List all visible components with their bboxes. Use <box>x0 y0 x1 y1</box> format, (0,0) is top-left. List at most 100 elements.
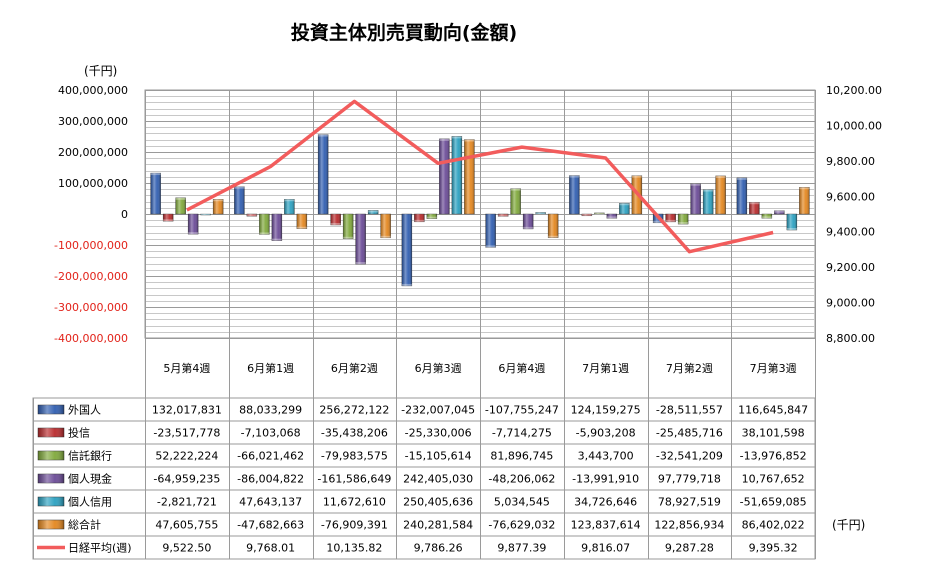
bar-shade <box>606 214 617 219</box>
series-name: 日経平均(週) <box>68 542 132 555</box>
series-name: 投信 <box>68 426 90 440</box>
right-tick-label: 9,200.00 <box>826 261 875 274</box>
bar-cap <box>284 199 295 202</box>
table-cell: -5,903,208 <box>576 427 636 440</box>
bar-shade <box>581 214 592 216</box>
bar-shade <box>569 175 580 214</box>
bar-shade <box>343 214 354 239</box>
bar-cap <box>246 214 257 217</box>
table-cell: -7,103,068 <box>241 427 301 440</box>
table-cell: 124,159,275 <box>571 404 641 417</box>
bar-shade <box>451 136 462 214</box>
table-cell: 123,837,614 <box>571 519 641 532</box>
bar-shade <box>485 214 496 248</box>
bar-cap <box>451 136 462 139</box>
table-cell: 86,402,022 <box>742 519 805 532</box>
table-cell: -64,959,235 <box>153 473 220 486</box>
series-name: 個人信用 <box>68 496 112 509</box>
table-cell: -47,682,663 <box>237 519 304 532</box>
bar-shade <box>200 214 211 215</box>
legend-key-shade <box>38 428 64 437</box>
bar-shade <box>498 214 509 217</box>
bar-cap <box>380 235 391 238</box>
bar-cap <box>535 212 546 215</box>
table-cell: 47,605,755 <box>155 519 218 532</box>
bar-shade <box>296 214 307 229</box>
left-tick-label: 200,000,000 <box>58 146 128 159</box>
line-nikkei <box>186 99 774 254</box>
left-tick-label: 400,000,000 <box>58 84 128 97</box>
bar-cap <box>439 138 450 141</box>
bar-cap <box>368 210 379 213</box>
bar-shade <box>678 214 689 225</box>
legend-key-shade <box>38 497 64 506</box>
category-label: 6月第4週 <box>498 361 545 375</box>
table-unit: (千円) <box>832 518 866 532</box>
table-cell: 9,877.39 <box>497 542 546 555</box>
table-cell: -2,821,721 <box>157 496 217 509</box>
left-tick-label: -100,000,000 <box>54 239 128 252</box>
table-cell: -48,206,062 <box>488 473 555 486</box>
table-cell: -15,105,614 <box>405 450 472 463</box>
right-tick-label: 9,400.00 <box>826 226 875 239</box>
legend-key-shade <box>38 405 64 414</box>
bar-shade <box>213 199 224 214</box>
table-cell: -25,330,006 <box>405 427 472 440</box>
left-tick-label: -300,000,000 <box>54 301 128 314</box>
bar-cap <box>761 216 772 219</box>
table-cell: 9,786.26 <box>414 542 463 555</box>
category-label: 6月第1週 <box>247 361 294 375</box>
bar-shade <box>163 214 174 222</box>
table-cell: -86,004,822 <box>237 473 304 486</box>
bar-shade <box>188 214 199 235</box>
table-cell: 240,281,584 <box>403 519 473 532</box>
bar-cap <box>736 177 747 180</box>
bar-cap <box>464 139 475 142</box>
bar-shade <box>259 214 270 235</box>
bar-cap <box>426 216 437 219</box>
bar-cap <box>150 173 161 176</box>
bar-shade <box>665 214 676 222</box>
table-cell: -35,438,206 <box>321 427 388 440</box>
table-cell: 250,405,636 <box>403 496 473 509</box>
bar-cap <box>200 213 211 215</box>
table-cell: 10,767,652 <box>742 473 805 486</box>
bar-shade <box>355 214 366 265</box>
bar-cap <box>401 283 412 286</box>
table-cell: -76,909,391 <box>321 519 388 532</box>
bar-cap <box>653 220 664 223</box>
table-cell: -23,517,778 <box>153 427 220 440</box>
bar-cap <box>414 219 425 222</box>
bar-cap <box>774 210 785 213</box>
bar-cap <box>678 222 689 225</box>
table-cell: -25,485,716 <box>656 427 723 440</box>
table-cell: -32,541,209 <box>656 450 723 463</box>
right-tick-label: 9,800.00 <box>826 155 875 168</box>
right-tick-label: 10,000.00 <box>826 119 882 132</box>
table-cell: 34,726,646 <box>574 496 637 509</box>
left-tick-label: 0 <box>121 208 128 221</box>
bar-shade <box>426 214 437 219</box>
table-cell: 9,768.01 <box>246 542 295 555</box>
bar-shade <box>594 212 605 214</box>
series-name: 信託銀行 <box>68 449 112 463</box>
bar-shade <box>380 214 391 238</box>
bar-shade <box>523 214 534 229</box>
series-name: 総合計 <box>68 518 101 532</box>
bar-cap <box>485 245 496 248</box>
category-label: 7月第2週 <box>666 361 713 375</box>
bar-cap <box>175 197 186 200</box>
series-name: 外国人 <box>68 404 101 417</box>
table-cell: -107,755,247 <box>485 404 559 417</box>
bar-shade <box>464 139 475 214</box>
category-label: 7月第3週 <box>750 361 797 375</box>
bar-cap <box>523 226 534 229</box>
left-axis-unit: (千円) <box>84 64 118 78</box>
table-cell: -232,007,045 <box>401 404 475 417</box>
right-tick-label: 9,000.00 <box>826 297 875 310</box>
bar-cap <box>259 232 270 235</box>
bar-cap <box>234 186 245 189</box>
bar-cap <box>703 189 714 192</box>
bar-shade <box>548 214 559 238</box>
legend-key-shade <box>38 520 64 529</box>
